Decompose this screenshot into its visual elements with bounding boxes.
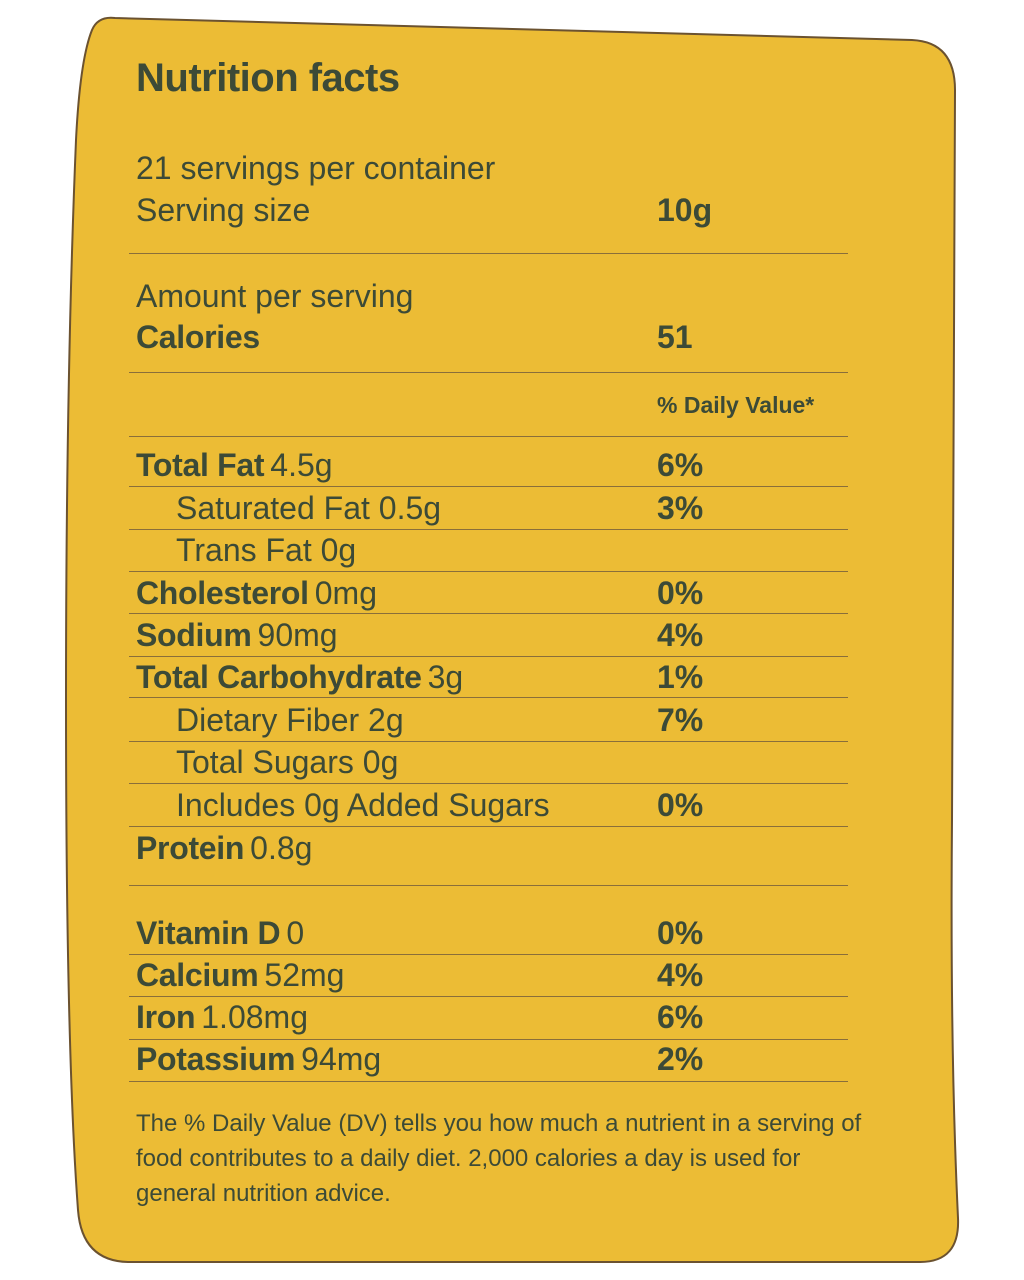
- divider: [129, 741, 848, 742]
- nutrient-amount: 90mg: [257, 617, 338, 653]
- vitamin-dv: 4%: [657, 957, 704, 993]
- divider: [129, 529, 848, 530]
- nutrient-row: Total Fat 4.5g 6%: [136, 445, 848, 485]
- divider: [129, 1081, 848, 1082]
- vitamin-row: Iron 1.08mg 6%: [136, 997, 848, 1037]
- divider: [129, 486, 848, 487]
- nutrient-row: Sodium 90mg 4%: [136, 615, 848, 655]
- daily-value-header: % Daily Value*: [657, 392, 815, 418]
- divider: [129, 885, 848, 886]
- divider: [129, 571, 848, 572]
- nutrient-amount: 4.5g: [270, 447, 333, 483]
- divider: [129, 436, 848, 437]
- divider: [129, 996, 848, 997]
- serving-size-value: 10g: [657, 192, 713, 228]
- nutrient-name: Total Carbohydrate: [136, 659, 422, 695]
- vitamin-amount: 1.08mg: [201, 999, 308, 1035]
- nutrient-amount: 0mg: [314, 575, 377, 611]
- vitamin-name: Calcium: [136, 957, 259, 993]
- serving-size-row: Serving size 10g: [136, 190, 848, 230]
- divider: [129, 954, 848, 955]
- nutrient-row: Protein 0.8g: [136, 828, 848, 868]
- nutrient-name: Saturated Fat 0.5g: [176, 490, 442, 526]
- servings-per-container: 21 servings per container: [136, 148, 848, 188]
- nutrient-dv: 4%: [657, 617, 704, 653]
- divider: [129, 783, 848, 784]
- nutrient-row: Total Carbohydrate 3g 1%: [136, 657, 848, 697]
- nutrient-row: Cholesterol 0mg 0%: [136, 573, 848, 613]
- nutrient-row: Dietary Fiber 2g 7%: [136, 700, 848, 740]
- nutrient-row: Saturated Fat 0.5g 3%: [136, 488, 848, 528]
- divider: [129, 613, 848, 614]
- calories-label: Calories: [136, 319, 260, 355]
- nutrient-row: Total Sugars 0g: [136, 742, 848, 782]
- nutrient-row: Trans Fat 0g: [136, 530, 848, 570]
- nutrient-dv: 1%: [657, 659, 704, 695]
- label-title: Nutrition facts: [136, 56, 400, 100]
- daily-value-footnote: The % Daily Value (DV) tells you how muc…: [136, 1110, 862, 1207]
- divider: [129, 253, 848, 254]
- nutrient-name: Sodium: [136, 617, 252, 653]
- nutrient-dv: 7%: [657, 702, 704, 738]
- calories-row: Calories 51: [136, 317, 848, 357]
- vitamin-amount: 94mg: [301, 1041, 382, 1077]
- divider: [129, 656, 848, 657]
- vitamin-dv: 0%: [657, 915, 704, 951]
- nutrient-dv: 0%: [657, 787, 704, 823]
- nutrient-amount: 0.8g: [250, 830, 313, 866]
- nutrient-dv: 6%: [657, 447, 704, 483]
- divider: [129, 697, 848, 698]
- vitamin-name: Potassium: [136, 1041, 296, 1077]
- nutrient-name: Total Sugars 0g: [176, 744, 399, 780]
- divider: [129, 1039, 848, 1040]
- amount-per-serving: Amount per serving: [136, 276, 848, 316]
- nutrient-name: Total Fat: [136, 447, 265, 483]
- nutrient-name: Protein: [136, 830, 245, 866]
- nutrient-name: Trans Fat 0g: [176, 532, 357, 568]
- divider: [129, 372, 848, 373]
- vitamin-amount: 52mg: [264, 957, 345, 993]
- nutrient-dv: 3%: [657, 490, 704, 526]
- nutrient-dv: 0%: [657, 575, 704, 611]
- servings-per-container-text: 21 servings per container: [136, 150, 496, 186]
- vitamin-amount: 0: [286, 915, 305, 951]
- nutrient-name: Includes 0g Added Sugars: [176, 787, 550, 823]
- vitamin-row: Potassium 94mg 2%: [136, 1039, 848, 1079]
- nutrient-name: Dietary Fiber 2g: [176, 702, 404, 738]
- vitamin-row: Calcium 52mg 4%: [136, 955, 848, 995]
- vitamin-name: Iron: [136, 999, 196, 1035]
- vitamin-name: Vitamin D: [136, 915, 281, 951]
- nutrient-name: Cholesterol: [136, 575, 309, 611]
- nutrient-amount: 3g: [427, 659, 464, 695]
- vitamin-dv: 2%: [657, 1041, 704, 1077]
- divider: [129, 826, 848, 827]
- amount-per-serving-text: Amount per serving: [136, 278, 414, 314]
- calories-value: 51: [657, 319, 693, 355]
- vitamin-dv: 6%: [657, 999, 704, 1035]
- serving-size-label: Serving size: [136, 192, 311, 228]
- nutrient-row: Includes 0g Added Sugars 0%: [136, 785, 848, 825]
